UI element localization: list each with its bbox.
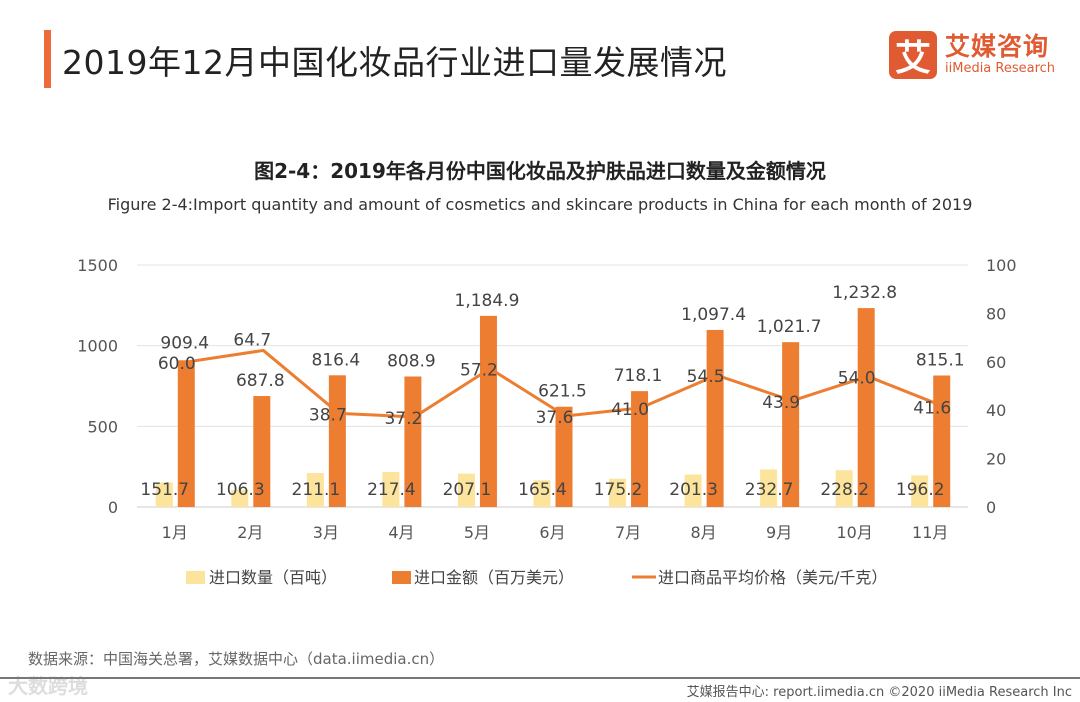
label-amount: 815.1 <box>916 350 965 370</box>
label-quantity: 196.2 <box>896 480 945 500</box>
label-amount: 808.9 <box>387 351 436 371</box>
bar-quantity <box>382 471 400 507</box>
bar-amount <box>933 375 951 507</box>
label-amount: 687.8 <box>236 371 285 391</box>
chart-subtitle: Figure 2-4:Import quantity and amount of… <box>107 195 973 214</box>
bar-quantity <box>609 478 627 507</box>
bar-amount <box>177 360 195 507</box>
x-axis-tick: 2月 <box>237 523 263 542</box>
x-axis-tick: 7月 <box>615 523 641 542</box>
legend-swatch-amount <box>392 571 411 584</box>
bar-amount <box>555 406 573 507</box>
x-axis-tick: 1月 <box>162 523 188 542</box>
label-quantity: 201.3 <box>669 480 718 500</box>
x-axis-tick: 10月 <box>836 523 872 542</box>
label-avg-price: 43.9 <box>762 393 800 413</box>
label-quantity: 211.1 <box>292 480 341 500</box>
bar-quantity <box>533 480 551 507</box>
chart: 0 500 1000 1500 0 20 40 60 80 100 1月 2月 3月 4月 5月 6月 7月 8月… <box>77 256 1017 587</box>
label-avg-price: 54.5 <box>687 367 725 387</box>
bar-quantity <box>684 474 702 507</box>
label-amount: 1,184.9 <box>455 291 520 311</box>
footer-copyright: 艾媒报告中心: report.iimedia.cn ©2020 iiMedia … <box>686 685 1072 700</box>
label-amount: 1,097.4 <box>681 305 746 325</box>
bar-amount <box>706 329 724 507</box>
label-quantity: 232.7 <box>745 480 794 500</box>
logo-mark: 艾 <box>889 31 937 79</box>
legend-label-quantity: 进口数量（百吨） <box>209 568 337 587</box>
label-quantity: 106.3 <box>216 480 265 500</box>
x-axis-tick: 4月 <box>388 523 414 542</box>
left-axis-tick: 1500 <box>77 256 118 275</box>
left-axis-tick: 0 <box>108 498 118 517</box>
bar-amount <box>631 391 649 507</box>
label-quantity: 217.4 <box>367 480 416 500</box>
bar-amount <box>253 396 271 507</box>
bar-amount <box>857 308 875 507</box>
left-axis-tick: 1000 <box>77 337 118 356</box>
right-axis-tick: 40 <box>986 401 1006 420</box>
label-avg-price: 54.0 <box>838 368 876 388</box>
iimedia-logo: 艾 艾媒咨询 iiMedia Research <box>889 31 1055 79</box>
title-accent-bar <box>44 30 51 88</box>
label-quantity: 207.1 <box>443 480 492 500</box>
label-quantity: 165.4 <box>518 480 567 500</box>
data-source: 数据来源：中国海关总署，艾媒数据中心（data.iimedia.cn） <box>28 650 445 668</box>
x-axis-tick: 3月 <box>313 523 339 542</box>
x-axis-tick: 8月 <box>690 523 716 542</box>
x-axis-tick: 9月 <box>766 523 792 542</box>
logo-cn: 艾媒咨询 <box>945 32 1050 61</box>
bar-amount <box>404 376 422 507</box>
label-amount: 621.5 <box>538 382 587 402</box>
x-axis-tick: 6月 <box>539 523 565 542</box>
label-avg-price: 57.2 <box>460 361 498 381</box>
right-axis-tick: 20 <box>986 450 1006 469</box>
right-axis-tick: 60 <box>986 353 1006 372</box>
footer-divider <box>0 677 1080 679</box>
bar-quantity <box>306 472 324 507</box>
watermark: 大数跨境 <box>8 674 88 698</box>
bar-quantity <box>835 470 853 507</box>
label-avg-price: 38.7 <box>309 405 347 425</box>
bar-amount <box>479 315 497 507</box>
page-title: 2019年12月中国化妆品行业进口量发展情况 <box>62 43 727 82</box>
right-axis-tick: 0 <box>986 498 996 517</box>
label-avg-price: 41.6 <box>913 398 951 418</box>
right-axis-tick: 80 <box>986 304 1006 323</box>
right-axis-tick: 100 <box>986 256 1017 275</box>
label-avg-price: 37.6 <box>536 408 574 428</box>
label-avg-price: 37.2 <box>384 409 422 429</box>
label-amount: 816.4 <box>312 350 361 370</box>
bar-quantity <box>155 482 173 507</box>
chart-title: 图2-4：2019年各月份中国化妆品及护肤品进口数量及金额情况 <box>254 159 826 183</box>
label-amount: 909.4 <box>160 333 209 353</box>
bar-quantity <box>457 473 475 507</box>
legend-label-avg-price: 进口商品平均价格（美元/千克） <box>658 568 887 587</box>
label-avg-price: 60.0 <box>158 354 196 374</box>
bar-amount <box>782 342 800 507</box>
label-avg-price: 41.0 <box>611 400 649 420</box>
label-amount: 718.1 <box>614 366 663 386</box>
x-axis-tick: 5月 <box>464 523 490 542</box>
left-axis-tick: 500 <box>87 417 118 436</box>
bar-quantity <box>760 469 778 507</box>
label-quantity: 228.2 <box>820 480 869 500</box>
legend-label-amount: 进口金额（百万美元） <box>414 568 574 587</box>
label-avg-price: 64.7 <box>233 330 271 350</box>
label-quantity: 151.7 <box>140 480 189 500</box>
bar-quantity <box>911 475 929 507</box>
label-amount: 1,232.8 <box>832 283 897 303</box>
label-quantity: 175.2 <box>594 480 643 500</box>
x-axis-tick: 11月 <box>912 523 948 542</box>
legend-swatch-quantity <box>186 571 205 584</box>
logo-en: iiMedia Research <box>945 61 1056 76</box>
label-amount: 1,021.7 <box>757 317 822 337</box>
bar-quantity <box>231 489 249 507</box>
